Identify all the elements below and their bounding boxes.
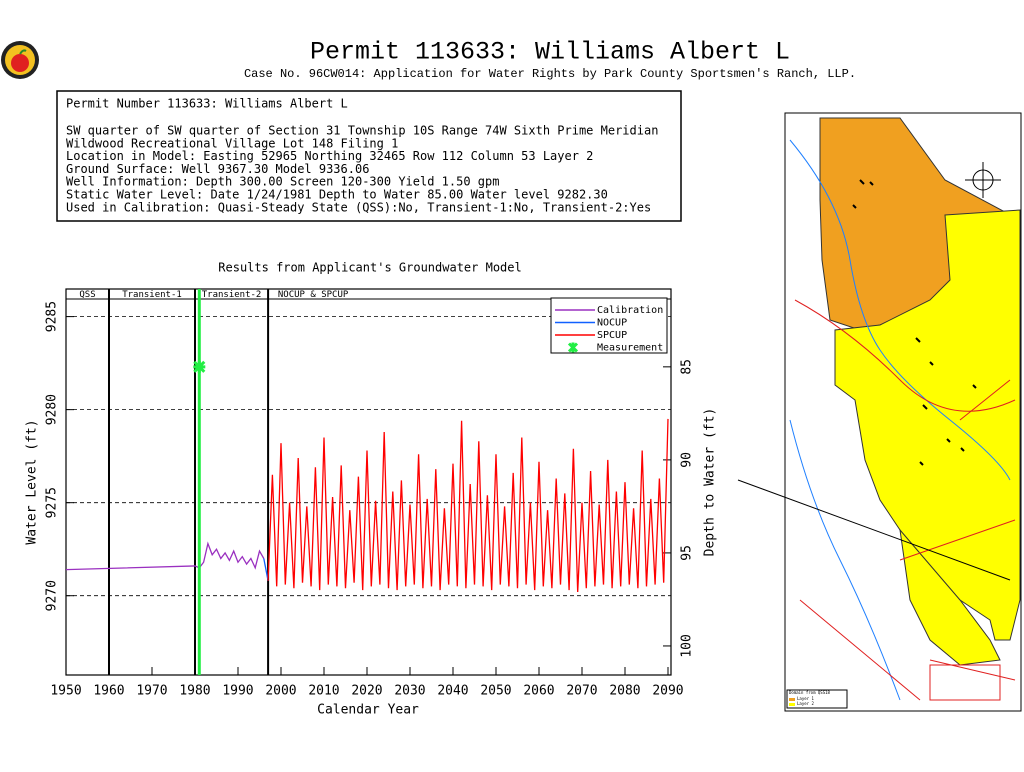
period-label: Transient-2: [202, 290, 262, 300]
x-tick-label: 2080: [609, 684, 640, 699]
x-tick-label: 2020: [351, 684, 382, 699]
series-line: [267, 418, 669, 593]
x-tick-label: 2000: [265, 684, 296, 699]
chart-title: Results from Applicant's Groundwater Mod…: [218, 261, 521, 275]
x-tick-label: 1970: [136, 684, 167, 699]
x-tick-label: 2010: [308, 684, 339, 699]
y-axis-label: Water Level (ft): [25, 419, 40, 544]
y-tick-label: 9270: [45, 580, 60, 611]
x-tick-label: 2090: [652, 684, 683, 699]
y-tick-label: 9275: [45, 487, 60, 518]
info-line: Ground Surface: Well 9367.30 Model 9336.…: [66, 162, 369, 176]
x-tick-label: 2060: [523, 684, 554, 699]
info-lines: Permit Number 113633: Williams Albert L S…: [66, 97, 658, 215]
x-axis-label: Calendar Year: [317, 703, 419, 718]
legend-label: NOCUP: [597, 318, 627, 329]
legend-marker: [567, 342, 579, 353]
info-line: Location in Model: Easting 52965 Northin…: [66, 149, 593, 163]
plot-frame: [65, 288, 672, 676]
legend-label: Measurement: [597, 343, 663, 354]
info-line: Static Water Level: Date 1/24/1981 Depth…: [66, 188, 608, 202]
x-tick-label: 2070: [566, 684, 597, 699]
map-legend-item: Layer 2: [797, 701, 814, 706]
period-label: NOCUP & SPCUP: [278, 290, 349, 300]
y-tick-label: 9280: [45, 394, 60, 425]
x-tick-label: 1980: [179, 684, 210, 699]
y2-tick-label: 95: [680, 545, 695, 561]
info-line: Well Information: Depth 300.00 Screen 12…: [66, 175, 499, 189]
map-legend-title: Domain from QSS18: [789, 690, 831, 695]
period-label: Transient-1: [122, 290, 182, 300]
y2-tick-label: 90: [680, 452, 695, 468]
series-line: [263, 558, 269, 581]
period-label: QSS: [79, 290, 95, 300]
measurement-point: [193, 360, 206, 373]
x-tick-label: 1960: [93, 684, 124, 699]
y2-tick-label: 85: [680, 359, 695, 375]
info-line: SW quarter of SW quarter of Section 31 T…: [66, 124, 658, 138]
legend-label: Calibration: [597, 305, 663, 316]
x-tick-label: 1990: [222, 684, 253, 699]
x-tick-label: 2050: [480, 684, 511, 699]
info-box: [56, 90, 682, 222]
page-title: Permit 113633: Williams Albert L: [310, 38, 790, 67]
x-tick-label: 2040: [437, 684, 468, 699]
location-map: [737, 112, 1022, 712]
x-tick-label: 2030: [394, 684, 425, 699]
info-line: Wildwood Recreational Village Lot 148 Fi…: [66, 136, 398, 150]
legend-label: SPCUP: [597, 330, 627, 341]
y2-tick-label: 100: [680, 634, 695, 657]
logo: [1, 41, 39, 79]
series-line: [65, 541, 265, 571]
info-line: Used in Calibration: Quasi-Steady State …: [66, 200, 651, 214]
y-tick-label: 9285: [45, 301, 60, 332]
page-subtitle: Case No. 96CW014: Application for Water …: [244, 67, 856, 81]
y2-axis-label: Depth to Water (ft): [703, 408, 718, 557]
x-tick-label: 1950: [50, 684, 81, 699]
map-legend-item: Layer 1: [797, 696, 814, 701]
info-line: Permit Number 113633: Williams Albert L: [66, 97, 348, 111]
